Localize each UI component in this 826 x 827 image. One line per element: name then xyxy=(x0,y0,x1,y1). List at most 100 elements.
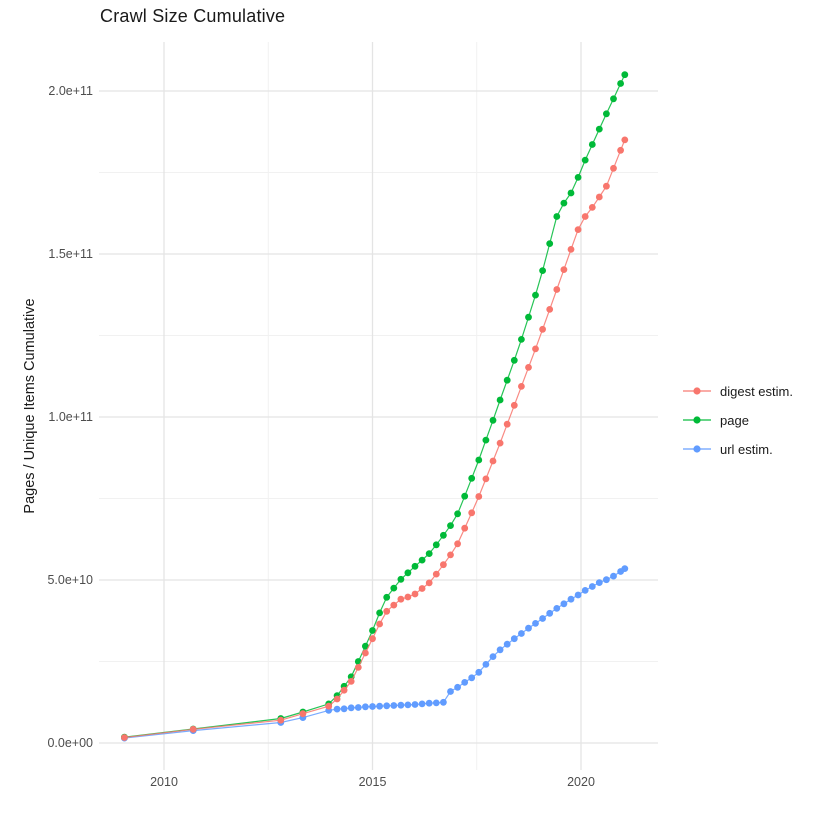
data-point-url-estim xyxy=(347,704,355,712)
data-point-page xyxy=(560,199,568,207)
data-point-digest-estim xyxy=(347,678,355,685)
data-point-url-estim xyxy=(440,698,447,706)
data-point-digest-estim xyxy=(354,664,362,671)
data-point-url-estim xyxy=(354,704,362,711)
data-point-digest-estim xyxy=(475,493,483,500)
legend-item-digest: digest estim. xyxy=(682,381,793,401)
data-point-digest-estim xyxy=(418,585,426,592)
legend-dot xyxy=(693,445,701,453)
data-point-digest-estim xyxy=(189,725,197,733)
data-point-url-estim xyxy=(418,700,426,708)
legend-label: page xyxy=(720,412,749,428)
data-point-page xyxy=(553,213,561,220)
legend-item-page: page xyxy=(682,410,793,430)
data-point-digest-estim xyxy=(581,213,589,220)
data-point-url-estim xyxy=(525,624,532,632)
data-point-digest-estim xyxy=(546,306,554,313)
data-point-digest-estim xyxy=(333,695,341,703)
data-point-url-estim xyxy=(560,600,568,608)
data-point-digest-estim xyxy=(518,383,525,390)
data-point-digest-estim xyxy=(362,649,369,657)
data-point-digest-estim xyxy=(383,607,391,615)
data-point-digest-estim xyxy=(482,475,490,483)
x-tick-label: 2015 xyxy=(358,775,387,789)
data-point-url-estim xyxy=(461,679,469,686)
data-point-page xyxy=(432,541,440,549)
data-point-url-estim xyxy=(333,705,341,713)
data-point-page xyxy=(496,396,504,404)
series-line-digest-estim xyxy=(124,139,626,739)
data-point-digest-estim xyxy=(121,734,128,741)
data-point-url-estim xyxy=(475,668,483,676)
data-point-page xyxy=(617,80,624,87)
data-point-page xyxy=(383,593,391,601)
legend-item-url: url estim. xyxy=(682,439,793,459)
data-point-digest-estim xyxy=(369,635,376,643)
data-point-digest-estim xyxy=(461,524,469,532)
data-point-url-estim xyxy=(404,701,412,709)
data-point-digest-estim xyxy=(425,579,433,587)
data-point-page xyxy=(447,522,454,529)
data-point-digest-estim xyxy=(539,325,546,333)
data-point-page xyxy=(482,436,490,444)
legend-key-digest-icon xyxy=(683,387,711,395)
data-point-url-estim xyxy=(376,702,383,710)
data-point-digest-estim xyxy=(447,551,454,559)
data-point-digest-estim xyxy=(588,204,596,211)
y-tick-label: 1.0e+11 xyxy=(48,409,93,424)
data-point-page xyxy=(525,313,532,321)
data-point-digest-estim xyxy=(432,570,440,578)
data-point-page xyxy=(603,110,610,118)
data-point-page xyxy=(567,189,575,197)
legend-dot xyxy=(693,387,701,395)
data-point-url-estim xyxy=(503,640,511,648)
data-point-digest-estim xyxy=(560,266,568,273)
data-point-page xyxy=(440,531,447,539)
data-point-page xyxy=(390,584,398,592)
data-point-page xyxy=(610,95,617,103)
data-point-page xyxy=(503,376,511,384)
data-point-page xyxy=(574,174,582,181)
data-point-digest-estim xyxy=(404,593,412,601)
data-point-url-estim xyxy=(553,605,561,612)
data-point-digest-estim xyxy=(340,686,348,694)
data-point-page xyxy=(461,492,469,500)
data-point-digest-estim xyxy=(496,439,504,447)
data-point-url-estim xyxy=(454,683,461,691)
data-point-digest-estim xyxy=(595,193,603,201)
data-point-url-estim xyxy=(383,702,391,710)
data-point-url-estim xyxy=(447,688,454,695)
chart-title: Crawl Size Cumulative xyxy=(100,6,286,26)
data-point-url-estim xyxy=(489,653,497,660)
data-point-digest-estim xyxy=(454,540,461,548)
data-point-url-estim xyxy=(496,646,504,654)
data-point-page xyxy=(539,267,546,274)
legend-label: digest estim. xyxy=(720,383,793,399)
data-point-digest-estim xyxy=(325,702,333,710)
y-tick-label: 5.0e+10 xyxy=(47,572,93,587)
data-point-page xyxy=(425,550,433,557)
data-point-page xyxy=(546,240,554,248)
data-point-url-estim xyxy=(510,635,518,643)
data-point-digest-estim xyxy=(525,364,532,371)
legend-label: url estim. xyxy=(720,441,773,457)
data-point-digest-estim xyxy=(376,620,383,628)
data-point-page xyxy=(362,642,369,650)
y-tick-label: 2.0e+11 xyxy=(48,83,93,98)
data-point-page xyxy=(468,474,476,482)
data-point-digest-estim xyxy=(574,226,582,234)
data-point-page xyxy=(489,416,497,424)
data-point-page xyxy=(404,569,412,577)
y-tick-label: 1.5e+11 xyxy=(48,246,93,261)
data-point-page xyxy=(532,291,539,299)
data-point-url-estim xyxy=(397,701,405,709)
data-point-digest-estim xyxy=(621,136,629,144)
data-point-digest-estim xyxy=(603,182,610,190)
data-point-url-estim xyxy=(567,595,575,603)
data-point-page xyxy=(369,627,376,634)
data-point-digest-estim xyxy=(610,164,617,172)
data-point-page xyxy=(588,141,596,148)
legend-dot xyxy=(693,416,701,424)
